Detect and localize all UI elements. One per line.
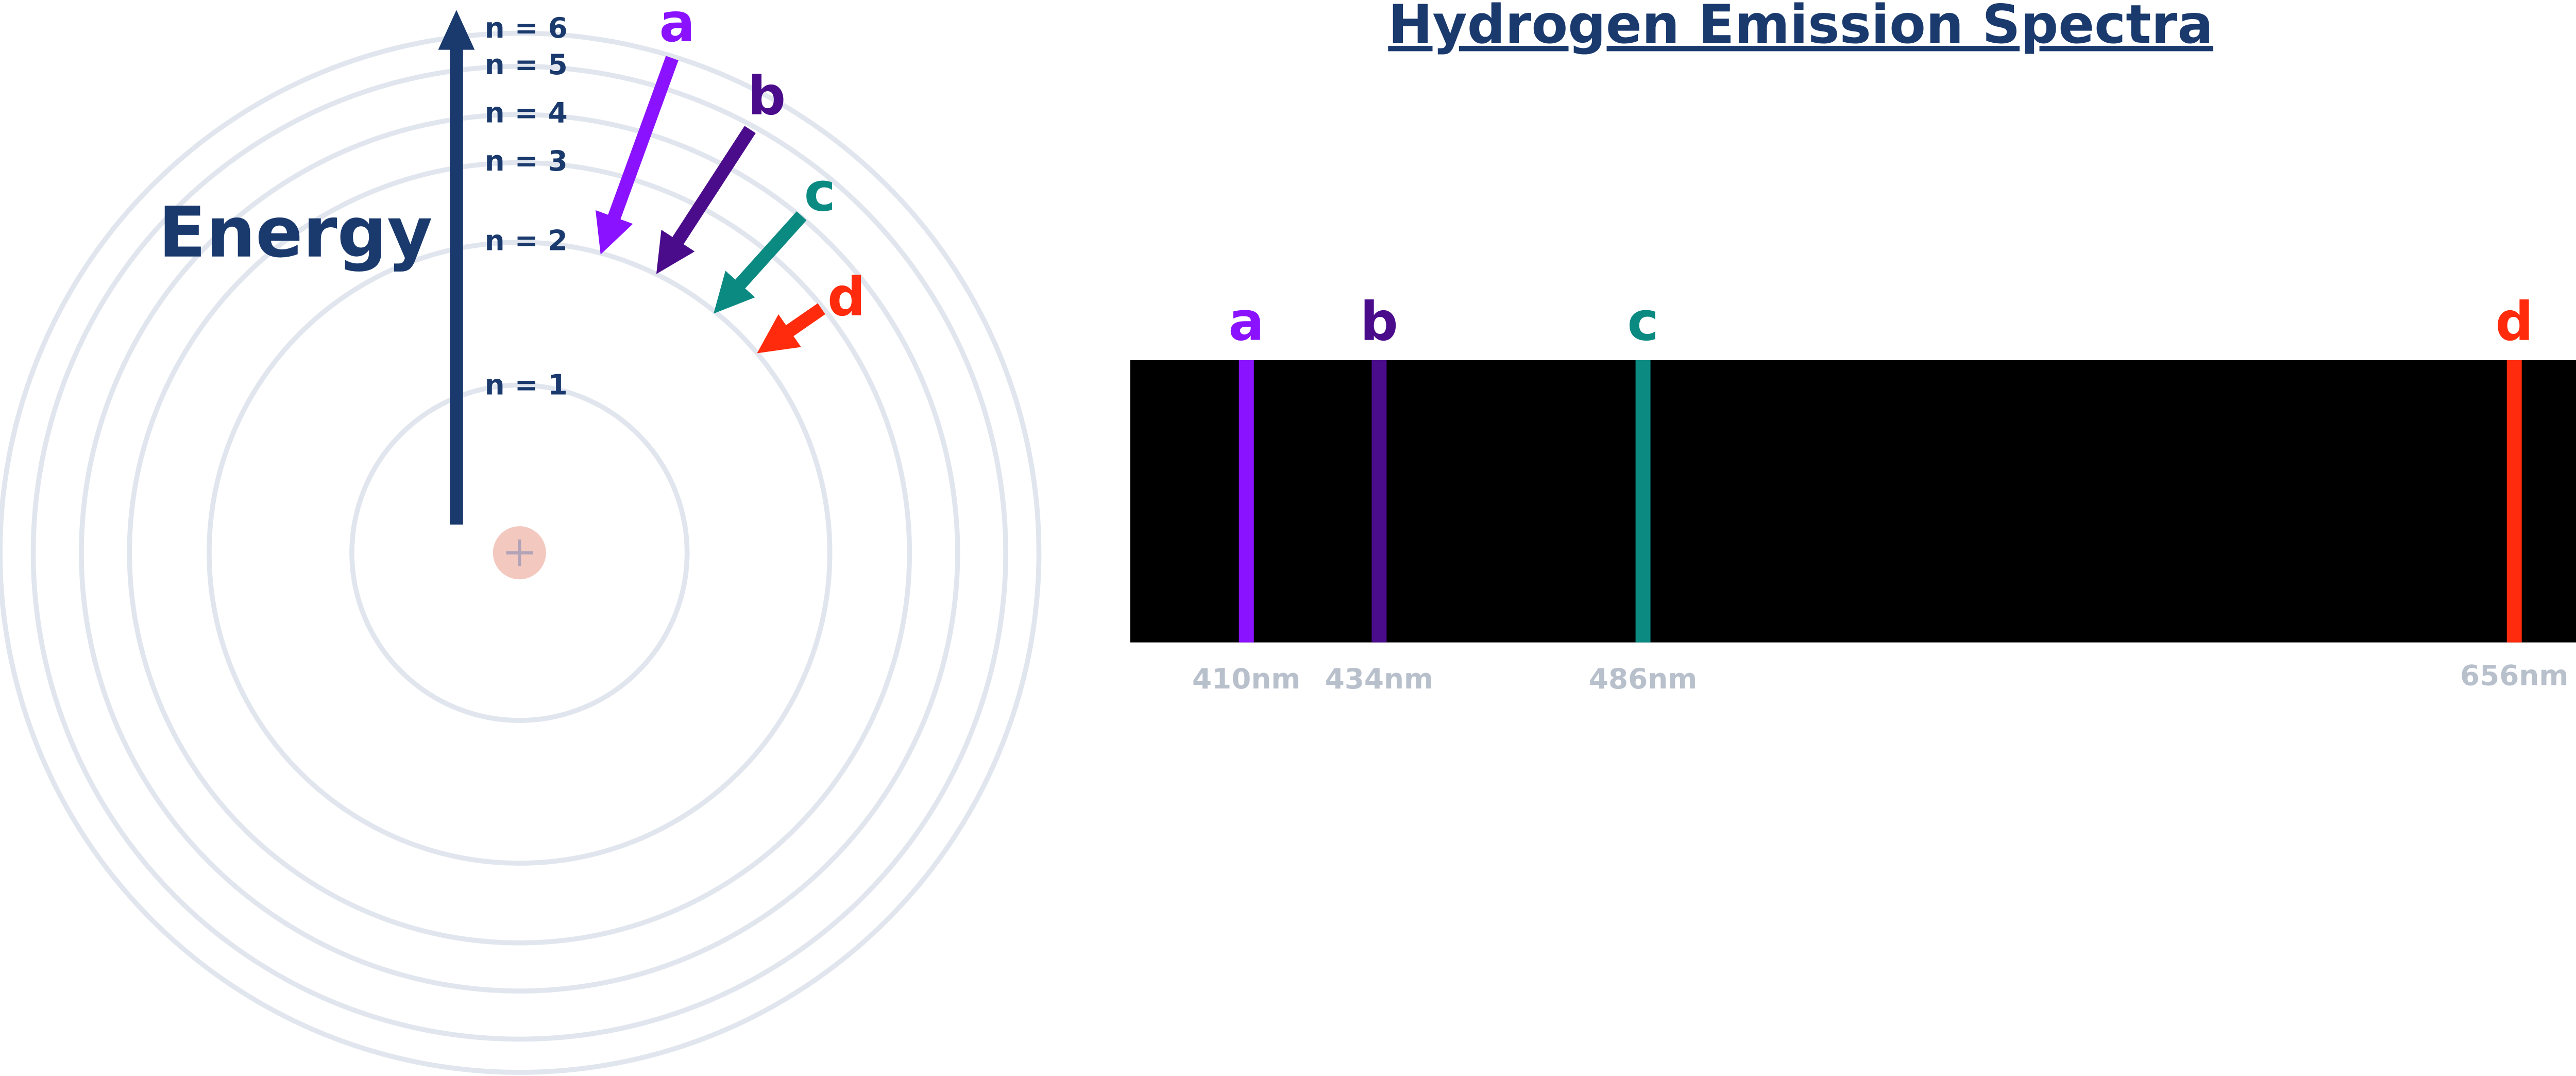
orbit	[30, 64, 1008, 1042]
orbit	[127, 160, 912, 946]
spectral-line	[2506, 360, 2522, 643]
orbit	[207, 240, 833, 866]
transition-label: d	[827, 266, 866, 328]
transition-arrow	[757, 303, 825, 354]
spectral-line-label: b	[1360, 291, 1398, 353]
wavelength-label: 410nm	[1192, 662, 1300, 695]
orbit	[79, 112, 960, 994]
spectral-line-label: c	[1628, 291, 1659, 353]
orbits	[0, 30, 1042, 1075]
wavelength-label: 486nm	[1589, 662, 1697, 695]
spectral-line	[1239, 360, 1254, 643]
title: Hydrogen Emission Spectra	[1388, 0, 2213, 56]
wavelength-label: 434nm	[1325, 662, 1433, 695]
transition-arrow	[595, 56, 679, 255]
wavelength-label: 656nm	[2460, 659, 2568, 692]
spectral-line	[1371, 360, 1387, 643]
transition-arrow	[714, 211, 807, 314]
spectral-line	[1635, 360, 1651, 643]
level-label: n = 4	[485, 96, 568, 129]
level-label: n = 5	[485, 48, 568, 81]
transition-label: a	[659, 0, 696, 54]
energy-arrowhead	[438, 10, 475, 50]
orbit	[0, 30, 1042, 1075]
orbit	[349, 382, 690, 723]
nucleus-plus	[506, 539, 533, 566]
level-label: n = 2	[485, 224, 568, 257]
spectrum-band	[1130, 360, 2576, 643]
transition-label: c	[804, 161, 836, 223]
transition-arrow	[656, 126, 756, 274]
spectral-line-label: a	[1228, 291, 1264, 353]
level-label: n = 3	[485, 144, 568, 177]
energy-label: Energy	[158, 192, 432, 273]
transition-label: b	[748, 65, 786, 127]
spectral-line-label: d	[2495, 291, 2533, 353]
level-label: n = 1	[485, 368, 568, 401]
level-label: n = 6	[485, 11, 568, 44]
